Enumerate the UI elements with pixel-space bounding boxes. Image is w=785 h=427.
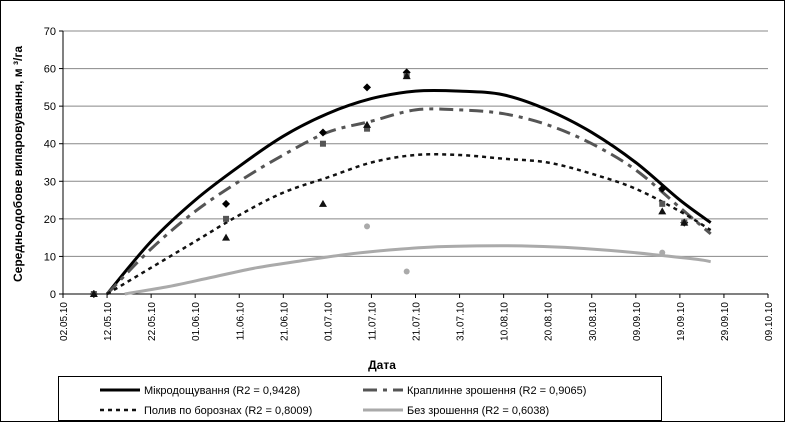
y-tick-label: 50 bbox=[44, 101, 56, 113]
x-tick-label: 11.07.10 bbox=[367, 302, 378, 341]
x-tick-label: 31.07.10 bbox=[456, 302, 467, 341]
data-point bbox=[223, 215, 230, 222]
y-tick-label: 30 bbox=[44, 176, 56, 188]
data-point bbox=[402, 72, 411, 80]
trendlines bbox=[105, 88, 712, 296]
x-tick-label: 01.07.10 bbox=[323, 302, 334, 341]
x-tick-label: 21.07.10 bbox=[412, 302, 423, 341]
x-tick-label: 19.09.10 bbox=[676, 302, 687, 341]
x-tick-label: 11.06.10 bbox=[235, 302, 246, 341]
x-tick-label: 01.06.10 bbox=[191, 302, 202, 341]
trendline-3 bbox=[106, 153, 712, 296]
data-point bbox=[319, 140, 326, 147]
grid bbox=[63, 30, 768, 257]
data-point bbox=[659, 200, 666, 207]
data-points bbox=[89, 68, 689, 298]
data-point bbox=[363, 83, 372, 92]
legend-label-1: Мікродощування (R2 = 0,9428) bbox=[144, 385, 300, 397]
x-axis-label: Дата bbox=[368, 358, 396, 372]
x-tick-label: 20.08.10 bbox=[544, 302, 555, 341]
data-point bbox=[364, 125, 371, 132]
data-point bbox=[680, 218, 689, 226]
y-tick-label: 60 bbox=[44, 64, 56, 76]
x-tick-label: 02.05.10 bbox=[59, 302, 70, 341]
x-tick-label: 10.08.10 bbox=[500, 302, 511, 341]
y-tick-label: 10 bbox=[44, 251, 56, 263]
x-tick-label: 21.06.10 bbox=[279, 302, 290, 341]
x-tick-label: 22.05.10 bbox=[147, 302, 158, 341]
legend-box bbox=[58, 376, 662, 421]
y-axis-label: Середньодобове випаровування, м ³/га bbox=[11, 46, 25, 282]
data-point bbox=[89, 290, 98, 297]
legend-label-3: Полив по борознах (R2 = 0,8009) bbox=[144, 405, 312, 417]
data-point bbox=[318, 199, 327, 207]
x-tick-label: 09.09.10 bbox=[632, 302, 643, 341]
x-tick-label: 29.09.10 bbox=[720, 302, 731, 341]
axes: 0 10 20 30 40 50 60 70 02.05.10 12.05.10 22.05.10 0… bbox=[44, 26, 775, 341]
data-point bbox=[364, 223, 371, 230]
data-point bbox=[222, 199, 231, 208]
trendline-1 bbox=[105, 88, 712, 295]
data-point bbox=[658, 184, 667, 193]
y-tick-label: 20 bbox=[44, 214, 56, 226]
data-point bbox=[222, 233, 231, 241]
data-point bbox=[658, 207, 667, 215]
data-point bbox=[363, 120, 372, 128]
y-tick-label: 0 bbox=[50, 289, 56, 301]
trendline-4 bbox=[124, 244, 711, 296]
x-tick-label: 30.08.10 bbox=[588, 302, 599, 341]
data-point bbox=[318, 128, 327, 137]
x-tick-label: 09.10.10 bbox=[764, 302, 775, 341]
data-point bbox=[659, 249, 666, 256]
legend-label-2: Краплинне зрошення (R2 = 0,9065) bbox=[407, 385, 586, 397]
y-tick-label: 70 bbox=[44, 26, 56, 38]
legend: Мікродощування (R2 = 0,9428) Краплинне зр… bbox=[58, 376, 662, 421]
y-tick-label: 40 bbox=[44, 139, 56, 151]
trendline-2 bbox=[106, 107, 712, 296]
data-point bbox=[403, 268, 410, 275]
legend-label-4: Без зрошення (R2 = 0,6038) bbox=[407, 405, 549, 417]
x-tick-label: 12.05.10 bbox=[103, 302, 114, 341]
